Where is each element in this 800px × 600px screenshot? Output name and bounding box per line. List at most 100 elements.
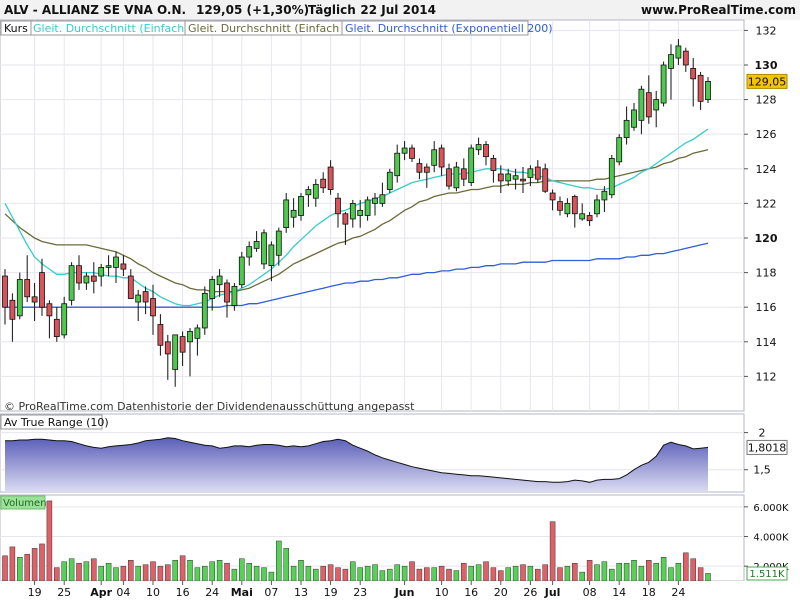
candle bbox=[231, 282, 238, 311]
volume-bars bbox=[2, 500, 711, 582]
atr-fill bbox=[5, 437, 708, 492]
candle bbox=[16, 272, 23, 320]
candle-body-up bbox=[357, 209, 364, 216]
price-tick-label: 112 bbox=[756, 370, 777, 383]
volume-bar-up bbox=[61, 561, 67, 582]
volume-bar-up bbox=[609, 568, 615, 582]
candle bbox=[298, 193, 304, 221]
candle-body-up bbox=[527, 168, 534, 178]
volume-bar-up bbox=[653, 562, 659, 582]
candle-body-up bbox=[231, 286, 238, 306]
volume-bar-up bbox=[113, 567, 119, 582]
time-tick-label: 24 bbox=[205, 586, 219, 599]
candle bbox=[342, 212, 349, 245]
last-price-marker: 129,05 bbox=[746, 73, 788, 89]
candle-body-up bbox=[98, 267, 105, 277]
candle bbox=[460, 158, 467, 187]
candle-body-down bbox=[460, 168, 467, 180]
volume-bar-down bbox=[690, 558, 696, 582]
time-tick-label: Mai bbox=[231, 586, 253, 599]
volume-bar-down bbox=[320, 565, 326, 582]
atr-last-box bbox=[746, 439, 788, 455]
candle bbox=[675, 39, 682, 65]
candle-body-down bbox=[157, 324, 164, 346]
atr-area bbox=[5, 437, 709, 492]
candle bbox=[534, 160, 541, 183]
candle bbox=[172, 334, 179, 387]
candle-body-down bbox=[409, 147, 415, 159]
candle bbox=[571, 194, 578, 228]
candle-body-down bbox=[335, 197, 341, 215]
candle-body-up bbox=[386, 171, 393, 190]
candle-body-down bbox=[497, 173, 504, 182]
candle bbox=[253, 231, 260, 252]
candle-body-up bbox=[668, 54, 674, 69]
candle bbox=[61, 296, 68, 339]
candle bbox=[660, 61, 667, 107]
candle-body-up bbox=[172, 334, 179, 370]
candle bbox=[68, 262, 75, 306]
volume-bar-up bbox=[431, 567, 437, 582]
candle bbox=[224, 279, 230, 318]
candle-body-up bbox=[209, 279, 216, 299]
candle bbox=[638, 85, 645, 135]
candle bbox=[216, 269, 223, 297]
volume-bar-down bbox=[91, 558, 97, 582]
time-tick-label: 13 bbox=[294, 586, 308, 599]
time-tick-label: 04 bbox=[116, 586, 130, 599]
candle bbox=[24, 255, 31, 303]
candle bbox=[645, 75, 652, 124]
candle bbox=[623, 106, 630, 145]
volume-bar-up bbox=[187, 559, 193, 582]
legend-ema200-box bbox=[341, 20, 529, 36]
candle-body-up bbox=[623, 119, 630, 139]
volume-bar-down bbox=[165, 564, 171, 582]
time-tick-label: 07 bbox=[264, 586, 278, 599]
time-tick-label: 18 bbox=[642, 586, 656, 599]
volume-bar-down bbox=[142, 564, 149, 582]
candle-body-down bbox=[46, 303, 53, 317]
candle-body-down bbox=[446, 168, 452, 187]
candle-body-up bbox=[16, 279, 23, 317]
volume-bar-up bbox=[283, 548, 289, 582]
candle-body-down bbox=[320, 178, 327, 189]
legend-sma20: Gleit. Durchschnitt (Einfach 20) bbox=[33, 22, 206, 35]
candle bbox=[194, 324, 201, 356]
candle bbox=[305, 186, 312, 207]
time-tick-label: 19 bbox=[324, 586, 338, 599]
price-tick-label: 130 bbox=[755, 59, 778, 72]
candle bbox=[520, 167, 526, 194]
candle-body-down bbox=[423, 166, 430, 173]
candle-body-up bbox=[275, 230, 282, 256]
volume-bar-down bbox=[39, 543, 45, 582]
candle bbox=[76, 255, 82, 290]
candle-body-down bbox=[179, 336, 186, 353]
volume-bar-up bbox=[305, 565, 312, 582]
candle-body-down bbox=[534, 166, 541, 180]
candle-body-up bbox=[194, 327, 201, 339]
candle-body-up bbox=[283, 199, 290, 229]
candle-body-up bbox=[468, 147, 475, 184]
time-axis-band bbox=[0, 581, 800, 600]
candle-body-up bbox=[349, 202, 356, 220]
volume-bar-up bbox=[135, 565, 141, 582]
candle bbox=[209, 276, 216, 311]
time-tick-label: 14 bbox=[612, 586, 626, 599]
volume-bar-up bbox=[68, 558, 75, 582]
candle bbox=[631, 103, 637, 131]
candle-body-up bbox=[372, 197, 378, 204]
volume-bar-down bbox=[46, 500, 53, 582]
candle-body-down bbox=[76, 265, 82, 284]
last-price-label: 129,05 bbox=[748, 75, 787, 88]
volume-bar-up bbox=[453, 570, 460, 582]
volume-bar-up bbox=[564, 565, 571, 582]
volume-bar-up bbox=[660, 557, 667, 582]
volume-bar-down bbox=[549, 521, 556, 582]
candle-body-up bbox=[453, 166, 460, 189]
candle bbox=[142, 286, 149, 315]
volume-bar-down bbox=[2, 555, 8, 582]
volume-bar-up bbox=[268, 571, 275, 582]
candle-body-down bbox=[24, 279, 31, 298]
